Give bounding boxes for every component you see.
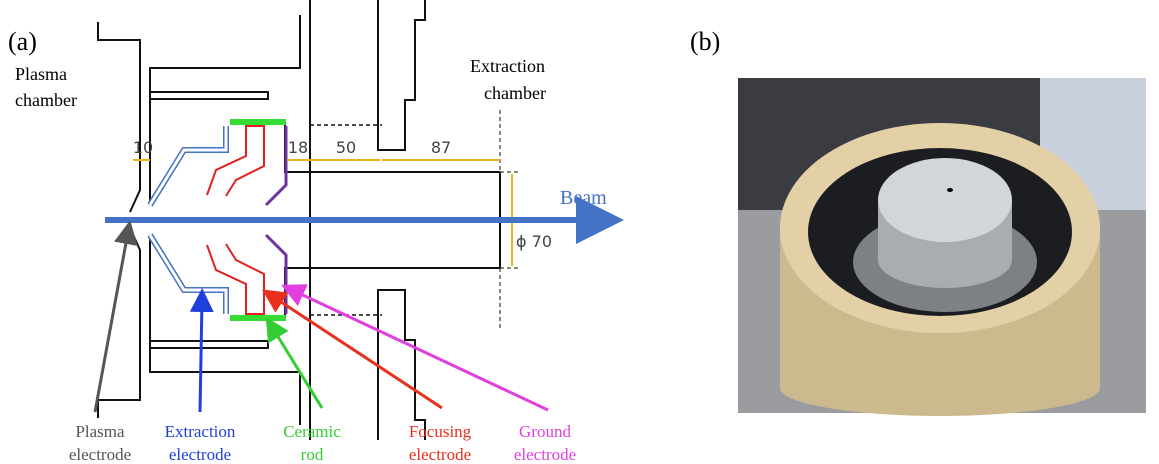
callout-label: electrode bbox=[514, 445, 576, 464]
callout-label: Ground bbox=[519, 422, 571, 441]
callout-label: electrode bbox=[169, 445, 231, 464]
diameter: ϕ 70 bbox=[516, 232, 552, 251]
figure: (a) Plasma chamber Extraction chamber 10… bbox=[0, 0, 1159, 464]
callout-label: Focusing bbox=[409, 422, 472, 441]
callout-label: rod bbox=[301, 445, 324, 464]
callout-label: Extraction bbox=[165, 422, 236, 441]
callout-arrow bbox=[272, 327, 322, 408]
dimension: 50 bbox=[336, 138, 356, 157]
callout-arrow bbox=[95, 232, 128, 412]
beam-label: Beam bbox=[560, 187, 607, 209]
photo bbox=[738, 78, 1146, 416]
upper-structure bbox=[98, 0, 500, 212]
region-label: chamber bbox=[484, 83, 546, 103]
dimension: 10 bbox=[133, 138, 153, 157]
panel-label: (a) bbox=[8, 27, 37, 56]
region-label: Extraction bbox=[470, 56, 545, 76]
callout-label: electrode bbox=[409, 445, 471, 464]
callout-label: Plasma bbox=[75, 422, 125, 441]
callout-arrow bbox=[200, 300, 202, 412]
dimension-lines bbox=[133, 160, 512, 266]
dimension: 18 bbox=[288, 138, 308, 157]
region-label: chamber bbox=[15, 90, 77, 110]
callout-label: Ceramic bbox=[283, 422, 341, 441]
panel-label: (b) bbox=[690, 27, 720, 56]
region-label: Plasma bbox=[15, 64, 67, 84]
callout-arrow bbox=[272, 296, 442, 408]
callout-label: electrode bbox=[69, 445, 131, 464]
dimension: 87 bbox=[431, 138, 451, 157]
